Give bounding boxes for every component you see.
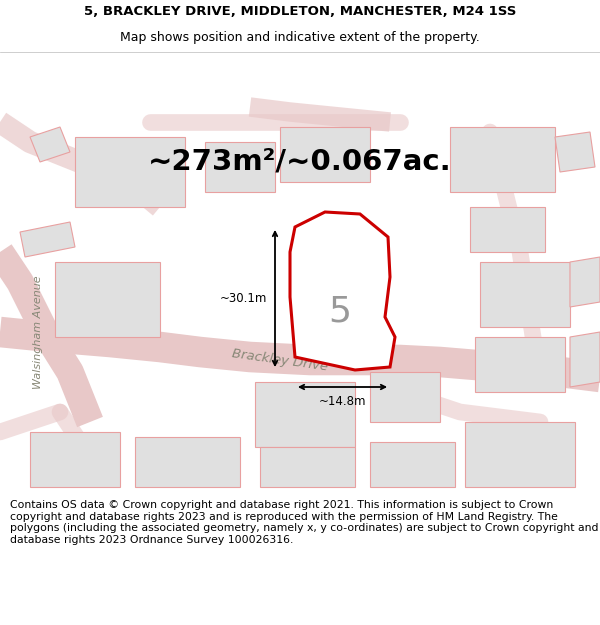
Text: Walsingham Avenue: Walsingham Avenue [33,275,43,389]
Polygon shape [20,222,75,257]
Polygon shape [30,432,120,487]
Polygon shape [570,332,600,387]
Polygon shape [370,372,440,422]
Polygon shape [255,382,355,447]
Polygon shape [475,337,565,392]
Polygon shape [480,262,570,327]
Polygon shape [450,127,555,192]
Polygon shape [30,127,70,162]
Polygon shape [135,437,240,487]
Text: ~30.1m: ~30.1m [220,292,267,305]
Text: ~14.8m: ~14.8m [319,395,366,408]
Text: Contains OS data © Crown copyright and database right 2021. This information is : Contains OS data © Crown copyright and d… [10,500,599,545]
Polygon shape [555,132,595,172]
Text: Map shows position and indicative extent of the property.: Map shows position and indicative extent… [120,31,480,44]
Polygon shape [290,212,395,370]
Text: 5, BRACKLEY DRIVE, MIDDLETON, MANCHESTER, M24 1SS: 5, BRACKLEY DRIVE, MIDDLETON, MANCHESTER… [84,5,516,18]
Polygon shape [470,207,545,252]
Polygon shape [570,257,600,307]
Polygon shape [465,422,575,487]
Polygon shape [280,127,370,182]
Polygon shape [205,142,275,192]
Text: ~273m²/~0.067ac.: ~273m²/~0.067ac. [148,148,452,176]
Polygon shape [260,447,355,487]
Text: Brackley Drive: Brackley Drive [231,347,329,373]
Polygon shape [75,137,185,207]
Polygon shape [370,442,455,487]
Polygon shape [55,262,160,337]
Text: 5: 5 [329,295,352,329]
